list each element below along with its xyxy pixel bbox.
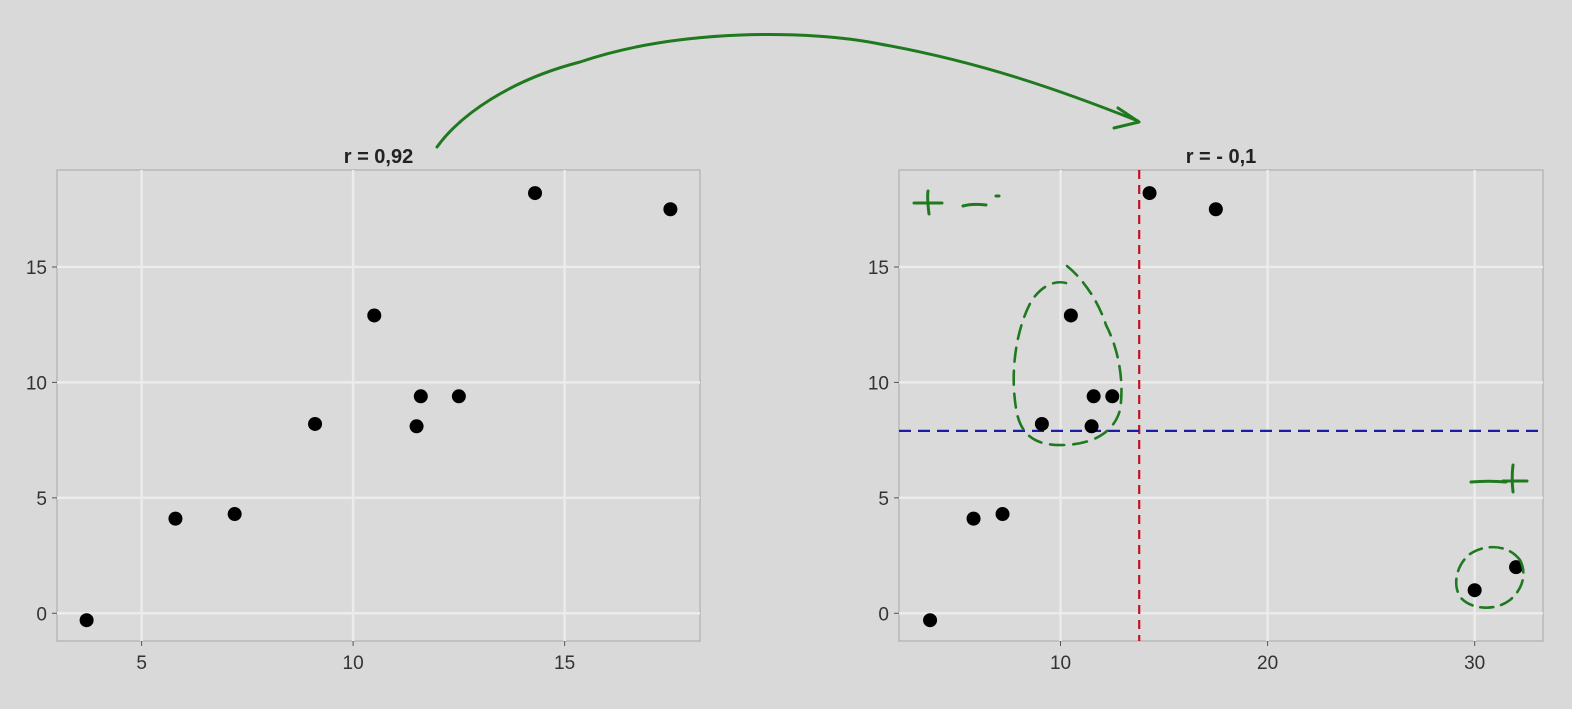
right-x-tick-label: 30 bbox=[1464, 653, 1485, 674]
left-data-point bbox=[409, 419, 424, 434]
left-data-point bbox=[663, 202, 678, 217]
left-x-ticks: 5 10 15 bbox=[136, 641, 575, 674]
left-x-tick-label: 10 bbox=[343, 653, 364, 674]
dashed-loop-outliers bbox=[1454, 545, 1525, 609]
left-data-point bbox=[367, 308, 382, 323]
right-data-point bbox=[1063, 308, 1078, 323]
right-y-tick-label: 5 bbox=[878, 489, 889, 510]
left-y-tick-label: 10 bbox=[26, 373, 47, 394]
right-y-tick-label: 10 bbox=[868, 373, 889, 394]
left-scatter-panel: r = 0,92 5 10 15 0 5 10 15 bbox=[26, 146, 701, 674]
curved-arrow bbox=[435, 33, 1140, 149]
right-scatter-panel: r = - 0,1 10 20 30 0 5 10 15 bbox=[868, 146, 1544, 674]
left-x-tick-label: 15 bbox=[554, 653, 575, 674]
left-data-point bbox=[451, 389, 466, 404]
left-data-point bbox=[168, 511, 183, 526]
right-data-point bbox=[1105, 389, 1120, 404]
right-data-point bbox=[923, 613, 938, 628]
dashed-loop-cluster bbox=[1012, 264, 1123, 447]
right-data-point bbox=[966, 511, 981, 526]
right-data-point bbox=[1509, 560, 1524, 575]
right-data-point bbox=[1208, 202, 1223, 217]
handwritten-annotations bbox=[435, 33, 1529, 609]
plus-minus-mark-top-left bbox=[912, 189, 1001, 216]
left-y-tick-label: 5 bbox=[36, 489, 47, 510]
right-x-tick-label: 10 bbox=[1050, 653, 1071, 674]
right-chart-title: r = - 0,1 bbox=[1186, 146, 1257, 168]
right-data-point bbox=[995, 507, 1010, 522]
right-y-ticks: 0 5 10 15 bbox=[868, 258, 899, 625]
left-data-point bbox=[227, 507, 242, 522]
left-data-point bbox=[308, 416, 323, 431]
right-data-point bbox=[1034, 416, 1049, 431]
left-y-tick-label: 0 bbox=[36, 604, 47, 625]
minus-plus-mark-bottom-right bbox=[1469, 463, 1529, 494]
left-gridlines bbox=[57, 170, 700, 641]
right-gridlines bbox=[899, 170, 1543, 641]
right-data-point bbox=[1142, 186, 1157, 201]
right-data-point bbox=[1084, 419, 1099, 434]
right-y-tick-label: 0 bbox=[878, 604, 889, 625]
right-plot-area bbox=[898, 169, 1544, 642]
right-reference-lines bbox=[899, 170, 1543, 641]
left-y-tick-label: 15 bbox=[26, 258, 47, 279]
right-points bbox=[923, 186, 1524, 628]
right-y-tick-label: 15 bbox=[868, 258, 889, 279]
right-data-point bbox=[1467, 583, 1482, 598]
right-data-point bbox=[1086, 389, 1101, 404]
left-data-point bbox=[79, 613, 94, 628]
arrow-head bbox=[1112, 106, 1141, 130]
right-x-tick-label: 20 bbox=[1257, 653, 1278, 674]
left-y-ticks: 0 5 10 15 bbox=[26, 258, 57, 625]
left-plot-area bbox=[56, 169, 701, 642]
left-chart-title: r = 0,92 bbox=[344, 146, 414, 168]
left-data-point bbox=[413, 389, 428, 404]
left-x-tick-label: 5 bbox=[136, 653, 147, 674]
right-x-ticks: 10 20 30 bbox=[1050, 641, 1485, 674]
left-data-point bbox=[528, 186, 543, 201]
left-points bbox=[79, 186, 678, 628]
